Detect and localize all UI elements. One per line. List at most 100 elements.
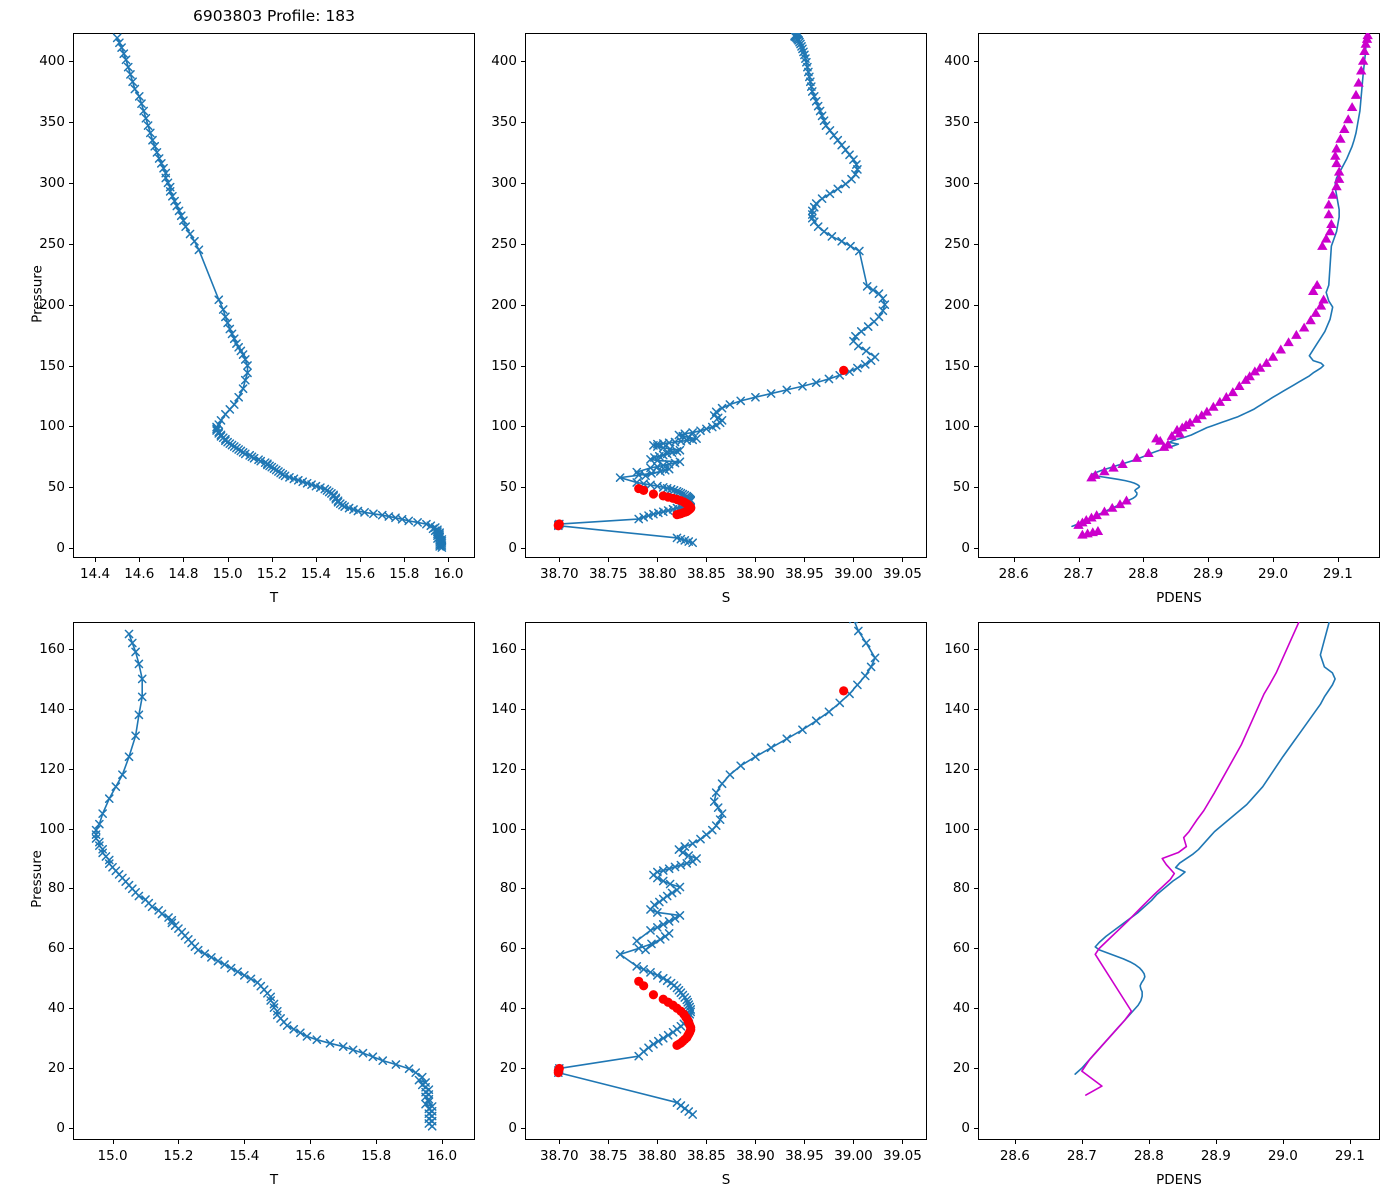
x-tickmark: [139, 558, 141, 562]
series-pdens-overlay: [1081, 622, 1300, 1096]
y-tickmark: [974, 182, 978, 184]
series-pdens-line: [1074, 622, 1336, 1075]
x-tick-label: 38.70: [539, 1148, 579, 1164]
y-tickmark: [974, 1128, 978, 1130]
y-tickmark: [521, 1068, 525, 1070]
y-tickmark: [521, 1008, 525, 1010]
x-tickmark: [902, 1140, 904, 1144]
x-tick-label: 29.0: [1257, 566, 1289, 582]
y-tickmark: [974, 1008, 978, 1010]
y-tickmark: [69, 888, 73, 890]
plot-area: [112, 33, 447, 552]
y-tickmark: [69, 1068, 73, 1070]
x-tickmark: [706, 1140, 708, 1144]
y-tick-label: 100: [944, 418, 970, 435]
y-tick-label: 50: [952, 479, 970, 496]
y-tick-label: 120: [944, 760, 970, 777]
x-tick-label: 28.7: [1063, 566, 1094, 582]
x-tick-label: 15.8: [361, 1148, 392, 1164]
y-tick-label: 40: [952, 1000, 970, 1017]
y-tickmark: [974, 304, 978, 306]
y-tick-label: 160: [491, 640, 517, 657]
x-tick-label: 39.05: [883, 1148, 922, 1164]
x-tick-label: 15.6: [345, 566, 376, 582]
x-tickmark: [804, 1140, 806, 1144]
y-tickmark: [69, 1128, 73, 1130]
x-tickmark: [227, 558, 229, 562]
x-tickmark: [657, 1140, 659, 1144]
x-tickmark: [95, 558, 97, 562]
x-tick-label: 15.8: [389, 566, 420, 582]
y-tick-label: 400: [491, 53, 517, 70]
y-tickmark: [974, 648, 978, 650]
x-tickmark: [608, 558, 610, 562]
y-tick-label: 160: [944, 640, 970, 657]
y-tick-label: 0: [508, 540, 517, 557]
y-tick-label: 50: [499, 479, 517, 496]
x-tick-label: 16.0: [427, 1148, 458, 1164]
series-pdens-line: [1071, 33, 1369, 528]
y-tickmark: [521, 548, 525, 550]
x-tick-label: 14.4: [80, 566, 111, 582]
x-tickmark: [755, 558, 757, 562]
y-tick-label: 400: [944, 53, 970, 70]
x-tickmark: [315, 558, 317, 562]
y-tickmark: [521, 61, 525, 63]
y-tick-label: 0: [56, 1120, 65, 1137]
y-tickmark: [974, 948, 978, 950]
series-s-flagged: [553, 365, 849, 531]
series-s: [553, 622, 880, 1119]
y-tickmark: [521, 708, 525, 710]
y-tick-label: 100: [944, 820, 970, 837]
x-tick-label: 38.90: [736, 566, 775, 582]
x-tick-label: 38.75: [589, 1148, 628, 1164]
x-axis-label: T: [269, 1172, 279, 1188]
axes-frame: [525, 33, 927, 558]
x-tick-label: 39.05: [883, 566, 922, 582]
x-tick-label: 15.0: [212, 566, 243, 582]
x-axis-label: PDENS: [1156, 1172, 1202, 1188]
x-axis-label: T: [269, 590, 279, 606]
y-tickmark: [974, 708, 978, 710]
x-axis-label: S: [721, 1172, 731, 1188]
x-tickmark: [183, 558, 185, 562]
x-tickmark: [1282, 1140, 1284, 1144]
y-tick-label: 80: [47, 880, 65, 897]
x-tickmark: [112, 1140, 114, 1144]
y-tickmark: [974, 548, 978, 550]
y-tickmark: [521, 304, 525, 306]
x-tickmark: [657, 558, 659, 562]
y-tick-label: 140: [39, 700, 65, 717]
x-tickmark: [1143, 558, 1145, 562]
x-tickmark: [755, 1140, 757, 1144]
y-tickmark: [69, 648, 73, 650]
x-axis-label: PDENS: [1156, 590, 1202, 606]
y-tickmark: [521, 888, 525, 890]
x-tick-label: 28.7: [1066, 1148, 1097, 1164]
y-tick-label: 150: [944, 357, 970, 374]
y-tickmark: [974, 768, 978, 770]
y-tick-label: 300: [39, 174, 65, 191]
x-tick-label: 28.6: [998, 566, 1029, 582]
y-tick-label: 150: [491, 357, 517, 374]
x-tick-label: 28.6: [999, 1148, 1030, 1164]
x-tick-label: 15.2: [256, 566, 287, 582]
subplot-top-right-pdens: 28.6 28.7 28.8 28.9 29.0 29.1 0 50 100 150 200 250 3…: [944, 33, 1380, 606]
x-tick-label: 38.70: [539, 566, 579, 582]
y-tick-label: 200: [39, 296, 65, 313]
x-tick-label: 15.2: [163, 1148, 194, 1164]
y-tickmark: [69, 243, 73, 245]
y-tickmark: [69, 426, 73, 428]
x-tick-label: 15.0: [97, 1148, 128, 1164]
y-tickmark: [69, 548, 73, 550]
axes-frame: [978, 622, 1380, 1140]
x-tick-label: 38.80: [638, 1148, 677, 1164]
y-tickmark: [521, 1128, 525, 1130]
x-tick-label: 39.00: [834, 1148, 873, 1164]
x-tick-label: 29.0: [1267, 1148, 1298, 1164]
y-tick-label: 20: [499, 1060, 517, 1077]
axes-frame: [978, 33, 1380, 558]
x-tick-label: 38.80: [638, 566, 677, 582]
y-tickmark: [521, 768, 525, 770]
